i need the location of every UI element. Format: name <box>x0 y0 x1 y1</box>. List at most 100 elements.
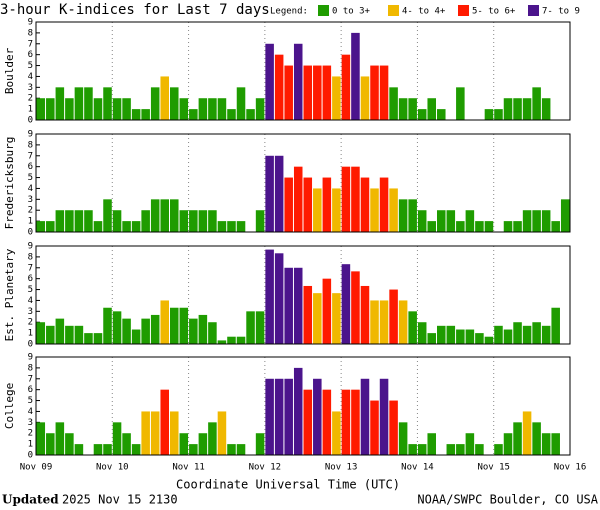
y-tick-label: 6 <box>28 274 33 284</box>
bar <box>84 87 93 120</box>
bar <box>246 109 255 120</box>
bar <box>274 54 284 120</box>
bar <box>332 293 341 344</box>
bar <box>398 300 408 344</box>
bar <box>494 109 503 120</box>
y-tick-label: 5 <box>28 396 33 406</box>
bar <box>541 325 551 344</box>
bar <box>437 210 446 232</box>
bar <box>503 329 513 344</box>
bar <box>179 307 189 344</box>
bar <box>303 177 313 232</box>
y-tick-label: 7 <box>28 151 33 161</box>
bar <box>170 199 179 232</box>
bar <box>427 433 436 455</box>
bar <box>103 87 112 120</box>
y-tick-label: 7 <box>28 39 33 49</box>
bar <box>36 98 46 120</box>
bar <box>446 210 456 232</box>
bar <box>370 300 379 344</box>
bar <box>408 98 417 120</box>
bar <box>55 87 65 120</box>
bar <box>208 98 217 120</box>
bar <box>341 389 351 455</box>
bar <box>274 155 284 232</box>
bar <box>160 300 169 344</box>
bar <box>74 444 84 455</box>
bar <box>131 329 141 344</box>
bar <box>303 285 313 344</box>
bar <box>293 166 303 232</box>
bar <box>160 76 169 120</box>
bar <box>198 210 208 232</box>
y-axis-title: Est. Planetary <box>3 248 16 341</box>
chart-title: 3-hour K-indices for Last 7 days <box>0 2 270 18</box>
bar <box>475 444 484 455</box>
y-tick-label: 8 <box>28 140 33 150</box>
bar <box>513 221 522 232</box>
bar <box>227 109 236 120</box>
bar <box>541 433 551 455</box>
bar <box>532 322 541 344</box>
bar <box>360 76 370 120</box>
bar <box>351 271 360 344</box>
bar <box>389 87 398 120</box>
bar <box>341 264 351 344</box>
bar <box>284 267 293 344</box>
y-tick-label: 0 <box>28 116 33 126</box>
bar <box>189 318 198 344</box>
y-tick-label: 3 <box>28 307 33 317</box>
bar <box>408 444 417 455</box>
bar <box>189 109 198 120</box>
bar <box>417 210 427 232</box>
bar <box>370 188 379 232</box>
y-tick-label: 0 <box>28 228 33 238</box>
bar <box>255 433 265 455</box>
bar <box>494 325 503 344</box>
bar <box>360 285 370 344</box>
y-tick-label: 9 <box>28 18 33 28</box>
bar <box>122 433 131 455</box>
legend-label: 5- to 6+ <box>472 7 516 17</box>
bar <box>274 253 284 344</box>
bar <box>303 65 313 120</box>
bar <box>456 87 465 120</box>
y-tick-label: 4 <box>28 184 33 194</box>
y-tick-label: 5 <box>28 173 33 183</box>
bar <box>370 400 379 455</box>
bar <box>560 199 570 232</box>
bar <box>465 433 475 455</box>
bar <box>112 311 122 344</box>
plot-frame <box>35 356 571 456</box>
bar <box>141 109 150 120</box>
bar <box>55 422 65 455</box>
x-tick-label: Nov 13 <box>325 463 358 473</box>
bar <box>265 155 274 232</box>
bar <box>351 166 360 232</box>
bar <box>322 65 332 120</box>
x-tick-label: Nov 14 <box>401 463 434 473</box>
bar <box>541 98 551 120</box>
bar <box>427 98 436 120</box>
bar <box>494 444 503 455</box>
bar <box>217 340 227 344</box>
bar <box>484 336 494 344</box>
bar <box>122 318 131 344</box>
y-tick-label: 6 <box>28 162 33 172</box>
bar <box>217 98 227 120</box>
bar <box>322 278 332 344</box>
y-tick-label: 3 <box>28 418 33 428</box>
bar <box>427 221 436 232</box>
bar <box>541 210 551 232</box>
bar <box>398 199 408 232</box>
bar <box>131 221 141 232</box>
y-tick-label: 2 <box>28 318 33 328</box>
bar <box>293 43 303 120</box>
bar <box>236 336 246 344</box>
bar <box>427 333 436 344</box>
plot-frame <box>35 245 571 345</box>
bar <box>379 65 389 120</box>
bar <box>255 311 265 344</box>
bar <box>532 87 541 120</box>
bar <box>141 411 150 455</box>
